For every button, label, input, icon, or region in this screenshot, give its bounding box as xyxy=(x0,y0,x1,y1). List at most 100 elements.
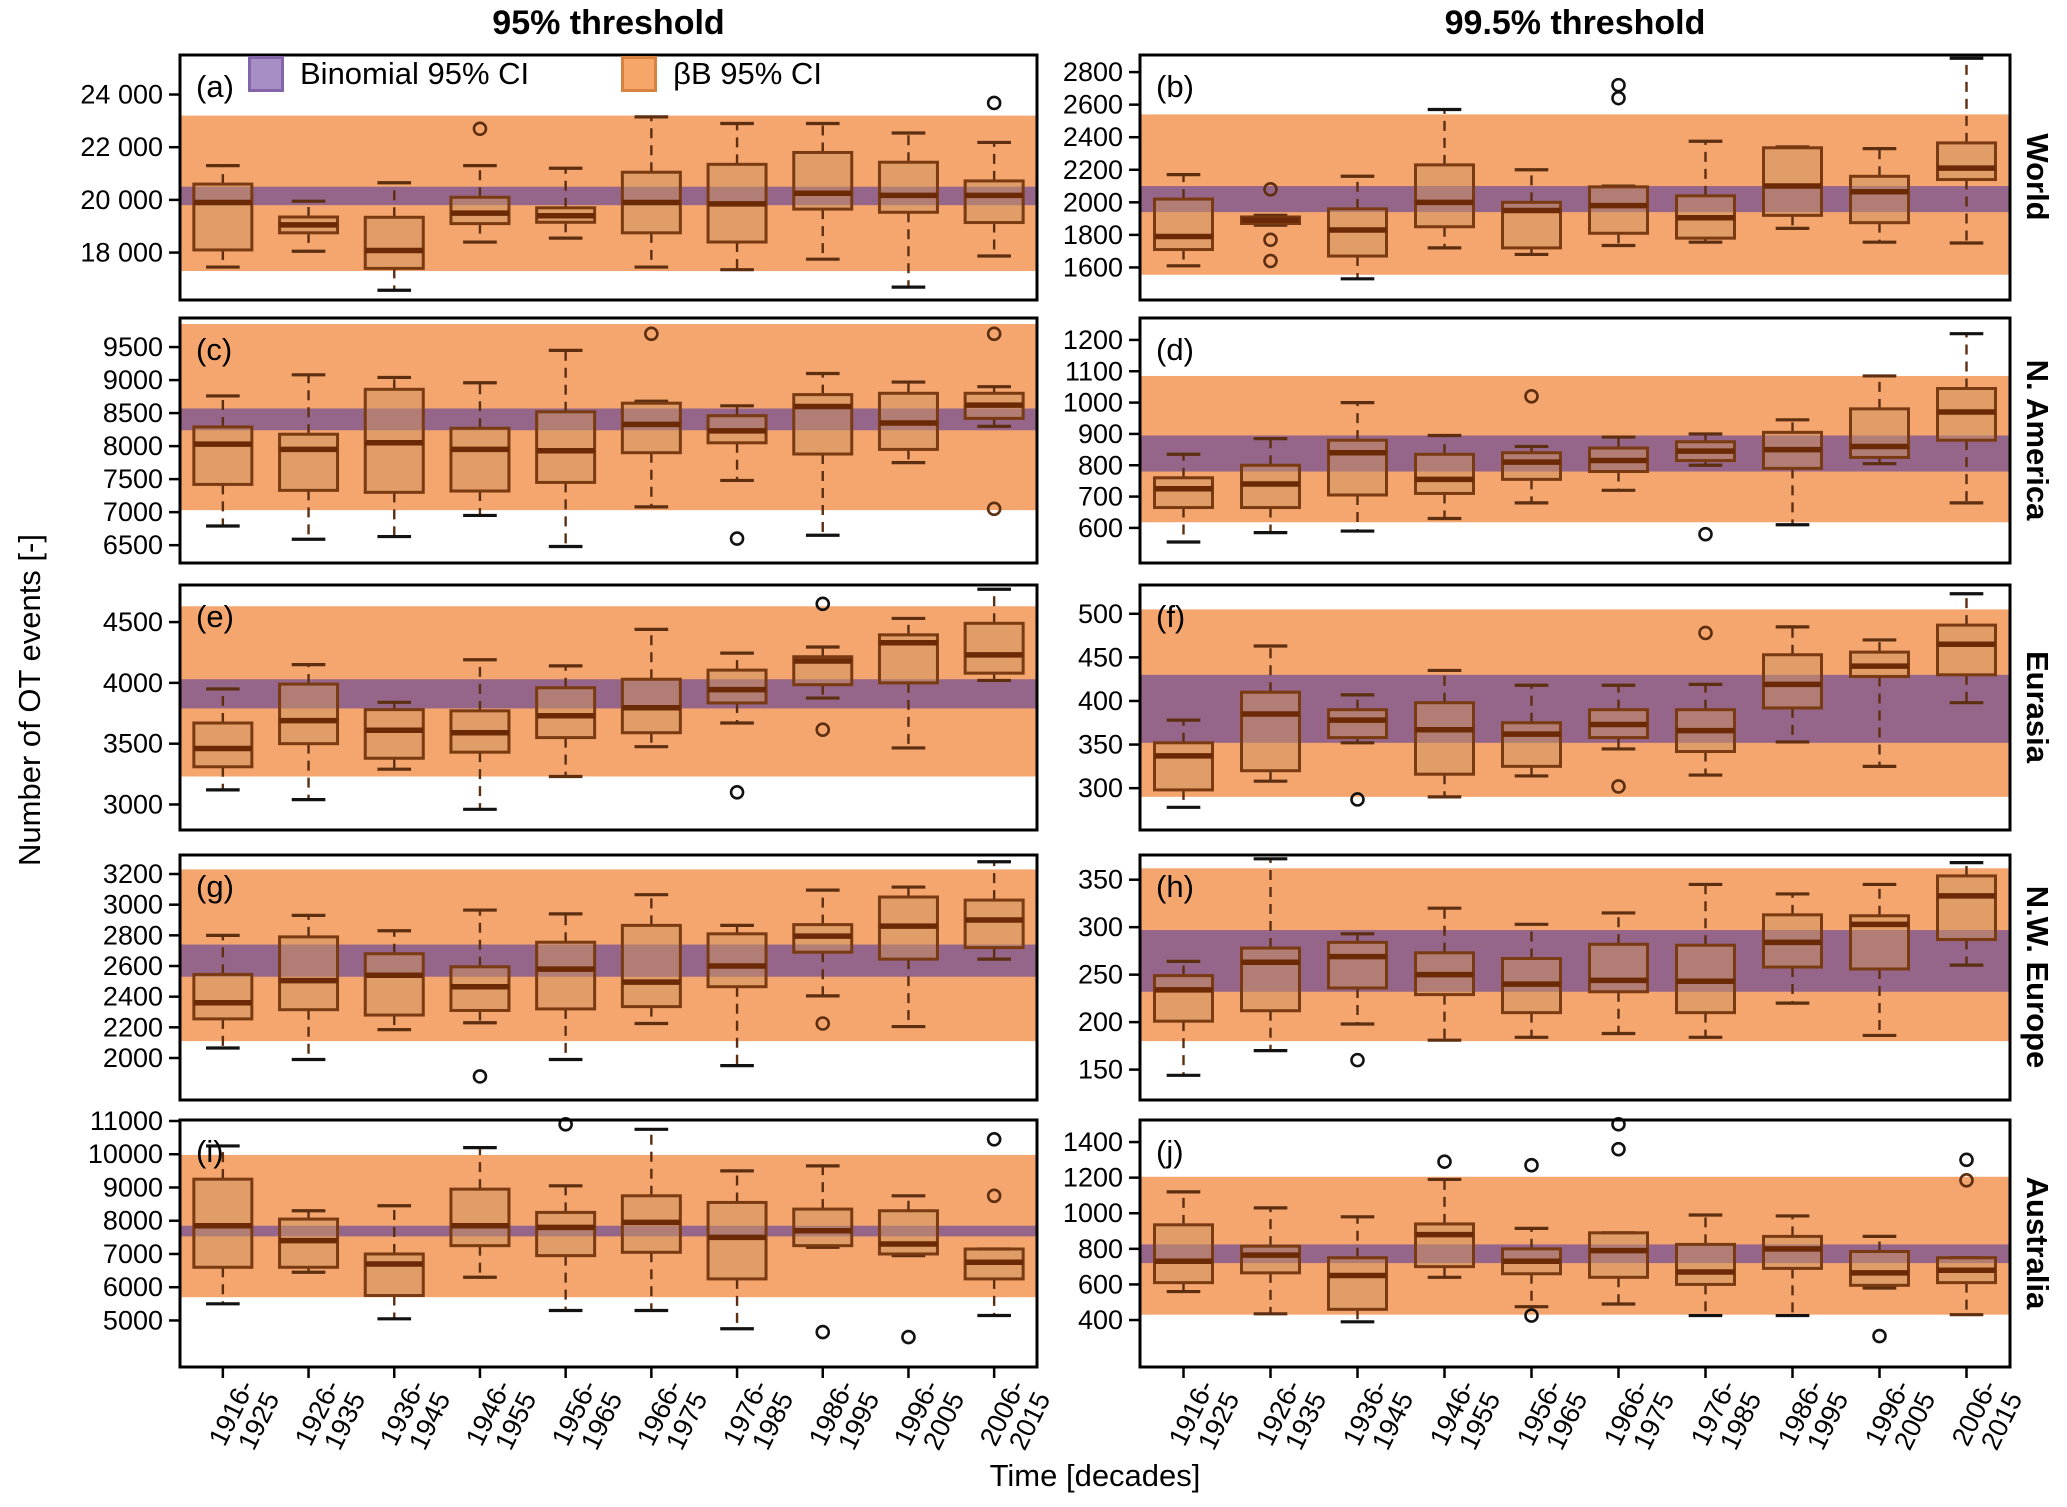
box-iqr xyxy=(1762,653,1823,710)
boxplot xyxy=(620,326,682,509)
outlier-point xyxy=(986,501,1002,517)
boxplot xyxy=(1153,718,1214,809)
boxplot xyxy=(1153,173,1214,268)
box-iqr xyxy=(1327,708,1388,740)
outlier-point xyxy=(986,326,1002,342)
boxplot xyxy=(1501,683,1562,778)
y-tick-label: 24 000 xyxy=(80,80,163,110)
box-iqr xyxy=(535,686,597,740)
boxplot xyxy=(1501,1157,1562,1323)
box-iqr xyxy=(792,1207,854,1248)
boxplot xyxy=(1240,182,1301,269)
box-iqr xyxy=(1762,1234,1823,1270)
box-iqr xyxy=(363,215,425,270)
boxplot xyxy=(1588,77,1649,248)
box-iqr xyxy=(535,1210,597,1258)
box-iqr xyxy=(1849,174,1910,225)
panel-border xyxy=(178,583,1039,832)
boxplot xyxy=(877,131,939,289)
box-iqr xyxy=(963,179,1025,225)
panel-border xyxy=(1138,316,2012,565)
y-tick-label: 900 xyxy=(1078,419,1123,449)
outlier-point xyxy=(901,1329,916,1345)
boxplot xyxy=(620,1127,682,1313)
y-tick-label: 2200 xyxy=(1063,155,1123,185)
boxplot xyxy=(877,885,939,1029)
boxplot xyxy=(278,199,340,253)
box-iqr xyxy=(1675,1242,1736,1286)
y-tick-label: 250 xyxy=(1078,960,1123,990)
y-tick-label: 450 xyxy=(1078,642,1123,672)
box-iqr xyxy=(1936,623,1997,677)
row-label-eurasia: Eurasia xyxy=(2020,650,2055,764)
y-tick-label: 2400 xyxy=(103,982,163,1012)
y-tick-label: 20 000 xyxy=(80,185,163,215)
outlier-point xyxy=(986,95,1002,111)
box-iqr xyxy=(535,940,597,1011)
box-iqr xyxy=(1762,146,1823,217)
box-iqr xyxy=(535,410,597,484)
outlier-point xyxy=(1350,792,1365,807)
box-iqr xyxy=(1849,1250,1910,1287)
box-iqr xyxy=(1240,690,1301,773)
panel-letter: (i) xyxy=(196,1134,224,1169)
boxplot xyxy=(1588,1116,1649,1306)
y-tick-label: 7500 xyxy=(103,464,163,494)
box-iqr xyxy=(363,1252,425,1298)
box-iqr xyxy=(449,426,511,493)
box-iqr xyxy=(192,425,254,486)
box-iqr xyxy=(363,952,425,1017)
boxplot xyxy=(1675,1213,1736,1318)
boxplot xyxy=(963,587,1025,683)
boxplot xyxy=(963,95,1025,258)
box-iqr xyxy=(1327,940,1388,990)
box-iqr xyxy=(363,708,425,760)
boxplot xyxy=(449,381,511,518)
box-iqr xyxy=(620,401,682,455)
outlier-point xyxy=(815,1324,831,1340)
box-iqr xyxy=(1588,185,1649,235)
boxplot xyxy=(449,121,511,244)
boxplot xyxy=(192,1144,254,1306)
boxplot xyxy=(1414,433,1475,521)
panel-j: 400 600 800 1000 1200 1400 (j) xyxy=(1063,1116,2012,1378)
boxplot xyxy=(363,929,425,1032)
box-iqr xyxy=(278,682,340,746)
y-tick-label: 700 xyxy=(1078,482,1123,512)
box-iqr xyxy=(792,150,854,211)
boxplot xyxy=(1153,959,1214,1077)
outlier-point xyxy=(472,121,488,137)
boxplot xyxy=(792,371,854,537)
boxplot xyxy=(706,404,768,546)
boxplot xyxy=(449,658,511,811)
boxplot xyxy=(1762,1214,1823,1318)
y-tick-label: 2200 xyxy=(103,1012,163,1042)
box-iqr xyxy=(1414,1222,1475,1269)
outlier-point xyxy=(1524,1308,1539,1323)
boxplot xyxy=(1414,1154,1475,1279)
boxplot xyxy=(792,121,854,261)
y-tick-label: 2800 xyxy=(103,920,163,950)
y-tick-label: 600 xyxy=(1078,513,1123,543)
outlier-point xyxy=(1263,232,1278,248)
y-tick-label: 1400 xyxy=(1063,1127,1123,1157)
box-iqr xyxy=(1414,163,1475,229)
boxplot xyxy=(535,1117,597,1313)
y-tick-label: 18 000 xyxy=(80,238,163,268)
boxplot xyxy=(792,1164,854,1340)
outlier-point xyxy=(1524,389,1539,404)
box-iqr xyxy=(706,668,768,705)
boxplot xyxy=(877,616,939,750)
boxplot xyxy=(706,1169,768,1331)
outlier-point xyxy=(986,1188,1002,1204)
panel-border xyxy=(1138,853,2012,1102)
box-iqr xyxy=(1414,701,1475,776)
boxplot xyxy=(192,687,254,792)
boxplot xyxy=(1849,638,1910,768)
outlier-point xyxy=(1611,779,1626,794)
outlier-point xyxy=(644,326,659,342)
y-tick-label: 4500 xyxy=(103,607,163,637)
panel-a: 18 000 20 000 22 000 24 000 (a) xyxy=(80,53,1039,302)
panel-border xyxy=(1138,53,2012,302)
